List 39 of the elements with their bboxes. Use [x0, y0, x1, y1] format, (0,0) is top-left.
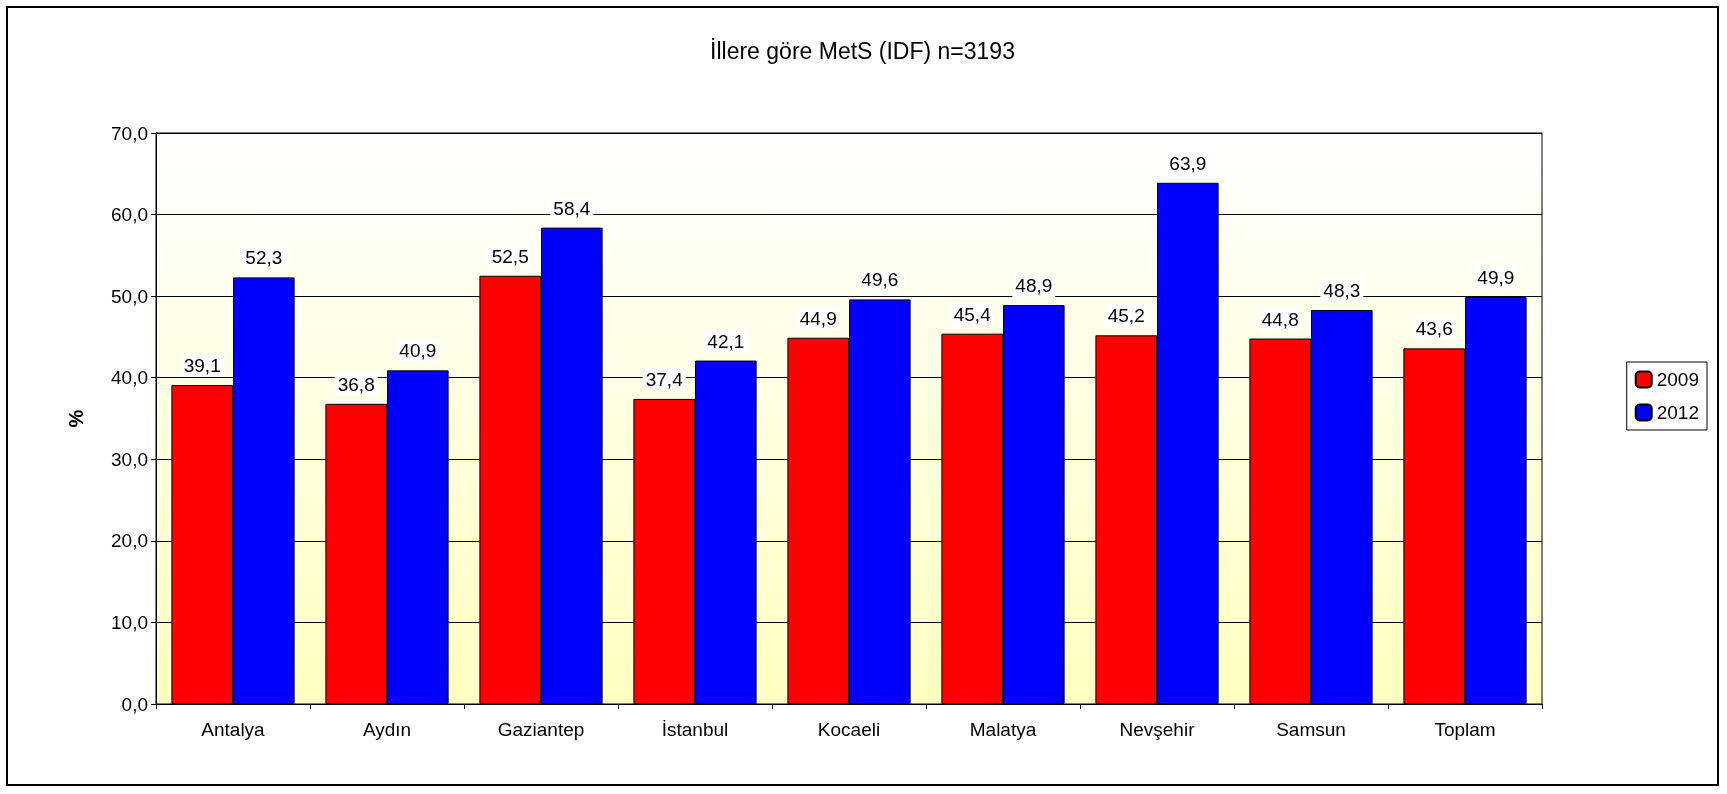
y-tick-label: 0,0	[121, 693, 148, 715]
x-tick-label: İstanbul	[661, 719, 729, 740]
legend-label: 2012	[1656, 402, 1700, 423]
data-label: 58,4	[553, 197, 591, 219]
y-tick-label: 30,0	[111, 448, 148, 470]
data-label: 44,8	[1261, 308, 1299, 330]
data-label: 44,9	[799, 307, 837, 329]
y-tick-label: 70,0	[111, 122, 148, 144]
x-tick-label: Aydın	[362, 719, 412, 740]
data-label: 45,2	[1107, 305, 1145, 327]
y-tick-label: 60,0	[111, 204, 148, 226]
data-label: 45,4	[953, 303, 992, 325]
y-tick-label: 10,0	[111, 611, 148, 633]
x-tick-label: Antalya	[201, 719, 266, 740]
x-tick-label: Samsun	[1276, 719, 1346, 740]
chart-title: İllere göre MetS (IDF) n=3193	[710, 37, 1015, 64]
data-label: 37,4	[645, 368, 684, 390]
x-tick-label: Malatya	[969, 719, 1037, 740]
data-label: 39,1	[183, 355, 221, 377]
y-tick-label: 40,0	[111, 367, 148, 389]
x-tick-label: Toplam	[1434, 719, 1496, 740]
data-label: 42,1	[707, 330, 745, 352]
data-label: 48,3	[1323, 280, 1361, 302]
y-tick-label: 50,0	[111, 285, 148, 307]
data-label: 36,8	[337, 373, 375, 395]
data-label: 40,9	[399, 340, 437, 362]
x-tick-label: Nevşehir	[1119, 719, 1196, 740]
data-label: 43,6	[1415, 318, 1453, 340]
data-label: 49,9	[1477, 266, 1515, 288]
x-tick-label: Kocaeli	[817, 719, 881, 740]
data-label: 52,3	[245, 247, 283, 269]
data-label: 63,9	[1169, 152, 1207, 174]
y-axis-title: %	[65, 409, 87, 428]
y-tick-label: 20,0	[111, 530, 148, 552]
data-label: 52,5	[491, 245, 529, 267]
data-label: 48,9	[1015, 275, 1053, 297]
x-tick-label: Gaziantep	[497, 719, 585, 740]
data-label: 49,6	[861, 269, 899, 291]
legend-label: 2009	[1656, 369, 1700, 390]
